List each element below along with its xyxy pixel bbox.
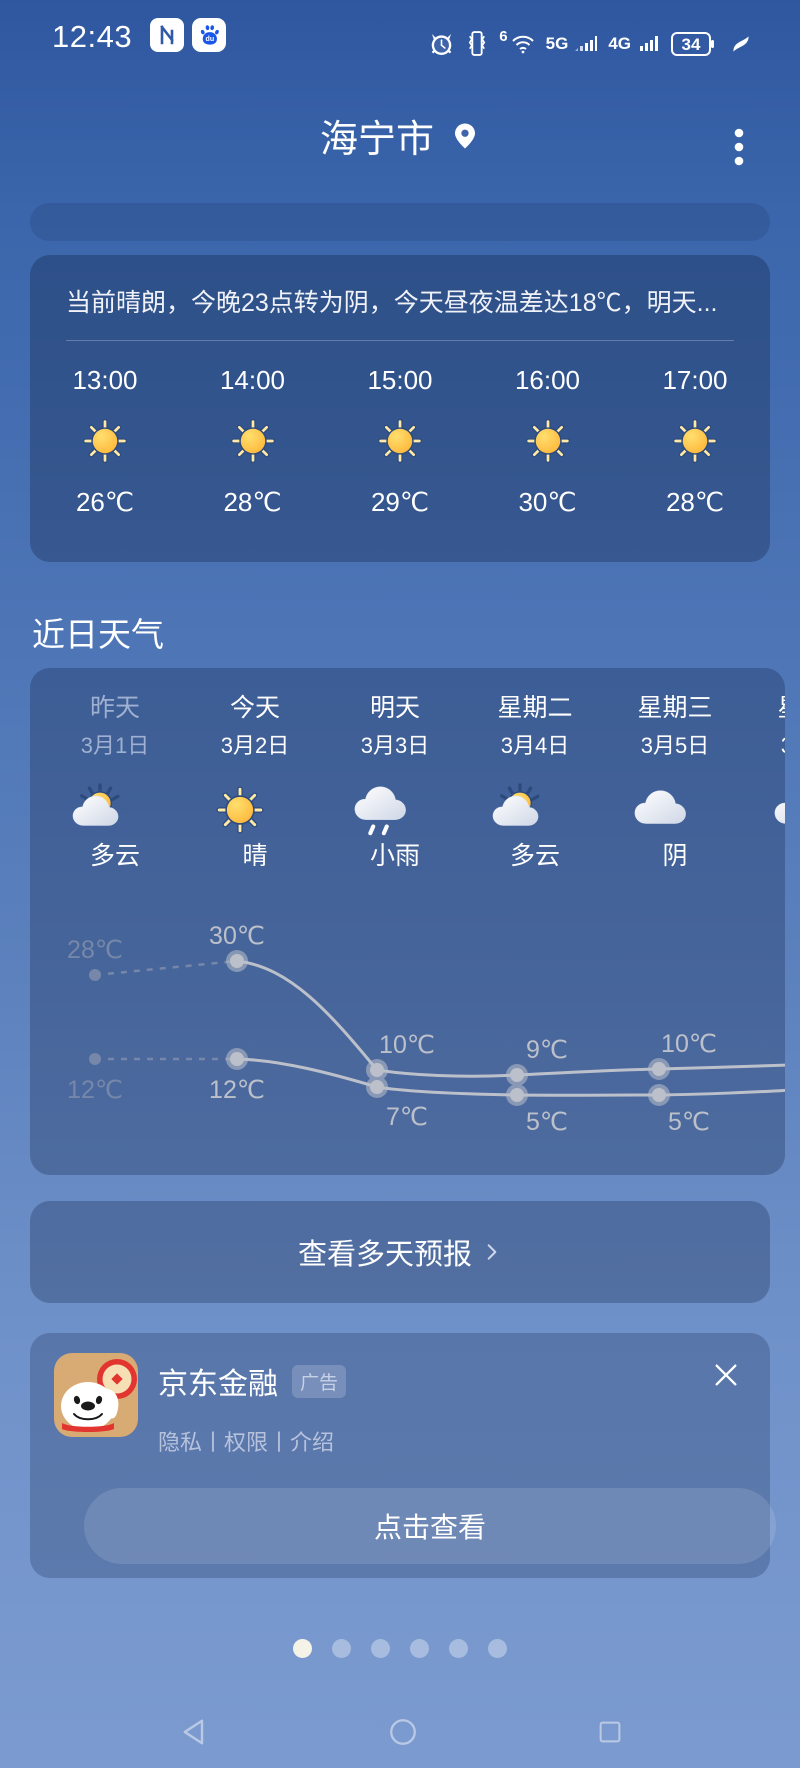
svg-text:34: 34 bbox=[682, 35, 701, 54]
svg-text:du: du bbox=[205, 35, 214, 43]
